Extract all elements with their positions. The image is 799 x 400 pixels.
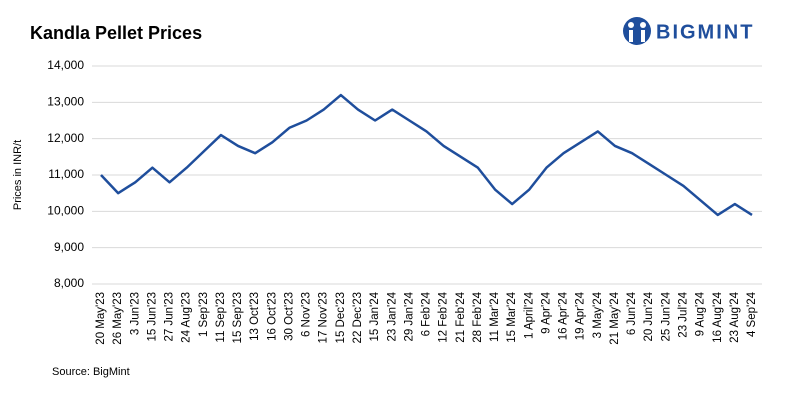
x-tick-label: 22 Dec'23 <box>352 292 364 343</box>
x-tick-label: 6 Feb'24 <box>421 291 433 336</box>
x-tick-label: 25 Jun'24 <box>660 291 672 341</box>
x-tick-label: 16 Oct'23 <box>266 292 278 341</box>
x-tick-label: 11 Mar'24 <box>489 291 501 342</box>
x-tick-label: 20 May'23 <box>95 292 107 345</box>
x-tick-label: 16 Apr'24 <box>558 291 570 340</box>
y-tick-label: 10,000 <box>47 204 84 218</box>
x-tick-label: 15 Mar'24 <box>506 291 518 342</box>
y-tick-label: 8,000 <box>54 276 84 290</box>
logo-icon-part <box>641 30 645 42</box>
y-tick-label: 9,000 <box>54 240 84 254</box>
x-tick-label: 21 Feb'24 <box>455 291 467 342</box>
y-axis-label: Prices in INR/t <box>12 140 24 210</box>
x-tick-label: 15 Jun'23 <box>146 292 158 342</box>
chart-title: Kandla Pellet Prices <box>30 23 202 43</box>
y-tick-label: 12,000 <box>47 131 84 145</box>
logo: BIGMINT <box>623 17 754 45</box>
logo-icon-part <box>640 22 646 28</box>
x-tick-label: 30 Oct'23 <box>283 292 295 341</box>
x-tick-label: 19 Apr'24 <box>575 291 587 340</box>
x-tick-label: 3 May'24 <box>592 291 604 338</box>
x-tick-label: 15 Sep'23 <box>232 292 244 343</box>
x-tick-label: 1 Sep'23 <box>198 292 210 337</box>
x-tick-label: 4 Sep'24 <box>746 291 758 337</box>
x-tick-label: 15 Jan'24 <box>369 291 381 341</box>
x-tick-label: 16 Aug'24 <box>712 291 724 342</box>
logo-icon-part <box>629 30 633 42</box>
x-tick-label: 6 Nov'23 <box>301 292 313 337</box>
x-tick-label: 6 Jun'24 <box>626 291 638 335</box>
source: Source: BigMint <box>52 366 130 378</box>
y-tick-label: 14,000 <box>47 58 84 72</box>
x-tick-label: 27 Jun'23 <box>164 292 176 342</box>
logo-icon <box>623 17 651 45</box>
logo-text: BIGMINT <box>656 21 754 43</box>
x-tick-label: 29 Jan'24 <box>403 291 415 341</box>
x-tick-label: 23 Jan'24 <box>386 291 398 341</box>
y-tick-label: 11,000 <box>48 167 84 181</box>
x-tick-label: 28 Feb'24 <box>472 291 484 342</box>
line <box>100 93 753 217</box>
x-tick-label: 26 May'23 <box>112 292 124 345</box>
x-tick-label: 11 Sep'23 <box>215 292 227 343</box>
x-tick-label: 9 Apr'24 <box>540 291 552 333</box>
x-tick-label: 23 Jul'24 <box>678 291 690 337</box>
x-tick-label: 3 Jun'23 <box>129 292 141 335</box>
x-tick-label: 21 May'24 <box>609 291 621 344</box>
x-tick-label: 24 Aug'23 <box>181 292 193 343</box>
logo-icon-part <box>628 22 634 28</box>
x-tick-label: 20 Jun'24 <box>643 291 655 341</box>
y-tick-label: 13,000 <box>47 95 84 109</box>
x-tick-label: 23 Aug'24 <box>729 291 741 342</box>
x-tick-label: 9 Aug'24 <box>695 291 707 336</box>
x-tick-label: 17 Nov'23 <box>318 292 330 343</box>
x-tick-label: 1 April'24 <box>523 291 535 339</box>
x-tick-label: 12 Feb'24 <box>438 291 450 342</box>
x-tick-label: 13 Oct'23 <box>249 292 261 341</box>
x-tick-label: 15 Dec'23 <box>335 292 347 343</box>
